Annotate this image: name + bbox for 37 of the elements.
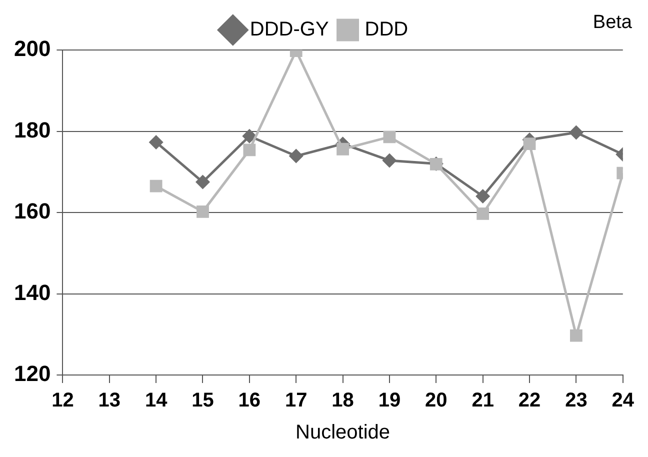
point [336,142,349,156]
x-tick-label: 22 [518,390,541,412]
x-tick-label: 13 [98,390,121,412]
point [289,149,303,163]
y-tick-label: 140 [14,280,51,305]
x-tick-label: 24 [612,390,635,412]
x-tick-label: 18 [332,390,354,412]
point [523,138,536,150]
y-tick-label: 200 [14,36,51,62]
x-tick-label: 16 [238,390,261,412]
chart-title: Beta [592,12,632,34]
legend-label: DDD [364,18,408,41]
x-tick-label: 17 [284,390,308,412]
x-tick-label: 12 [52,390,74,412]
point [383,130,396,144]
point [149,135,163,149]
point [569,126,583,140]
x-tick-label: 21 [472,390,494,412]
x-tick-label: 23 [565,390,588,412]
point [196,205,209,218]
point [242,129,256,143]
point [382,154,396,168]
x-tick-label: 19 [378,390,401,412]
point [570,329,582,342]
x-tick-label: 14 [144,390,168,412]
point [476,190,490,203]
y-tick-label: 160 [14,198,51,224]
point [150,180,162,192]
point [243,144,256,156]
y-tick-label: 120 [14,361,51,386]
point [196,175,210,189]
x-tick-label: 15 [192,390,214,412]
legend-label: DDD-GY [250,18,329,41]
x-axis-title: Nucleotide [296,422,390,444]
y-tick-label: 180 [14,117,51,142]
point [476,208,490,220]
x-tick-label: 20 [425,390,448,412]
